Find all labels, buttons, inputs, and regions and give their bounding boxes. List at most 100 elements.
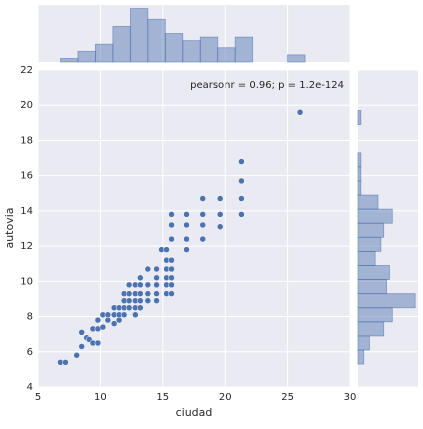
- x-tick-label: 5: [35, 392, 41, 403]
- point: [137, 297, 144, 304]
- point: [168, 274, 175, 282]
- histogram-bar: [357, 208, 393, 224]
- histogram-bar: [77, 50, 96, 63]
- histogram-bar: [129, 8, 149, 63]
- point: [144, 281, 152, 289]
- histogram-bar: [357, 335, 370, 351]
- point: [168, 256, 175, 264]
- point: [216, 195, 224, 202]
- x-tick-label: 25: [281, 392, 294, 403]
- point: [78, 329, 85, 336]
- histogram-bar: [357, 236, 382, 252]
- point: [153, 274, 160, 282]
- point: [125, 304, 133, 311]
- histogram-bar: [357, 293, 416, 309]
- histogram-bar: [287, 54, 306, 63]
- point: [110, 320, 118, 327]
- point: [168, 290, 175, 297]
- plot-bg: [38, 70, 350, 387]
- histogram-bar: [357, 279, 387, 295]
- x-tick-label: 30: [344, 392, 357, 403]
- histogram-bar: [199, 36, 219, 63]
- point: [216, 211, 224, 218]
- point: [153, 281, 160, 289]
- top-marginal-bg: [38, 5, 350, 62]
- point: [144, 297, 152, 304]
- point: [144, 290, 152, 297]
- point: [144, 265, 152, 273]
- point: [183, 211, 190, 218]
- histogram-bar: [164, 33, 184, 63]
- point: [94, 339, 102, 347]
- histogram-bar: [357, 152, 362, 168]
- histogram-bar: [357, 222, 385, 238]
- y-tick-label: 10: [20, 276, 33, 287]
- point: [199, 235, 206, 243]
- y-tick-label: 12: [20, 241, 33, 252]
- histogram-bar: [357, 194, 379, 210]
- y-tick-label: 4: [27, 382, 33, 393]
- point: [163, 246, 170, 253]
- y-tick-label: 8: [27, 312, 33, 323]
- point: [78, 343, 85, 350]
- point: [238, 211, 245, 218]
- annotation: pearsonr = 0.96; p = 1.2e-124: [190, 80, 344, 91]
- histogram-bar: [234, 36, 254, 63]
- y-tick-label: 16: [20, 171, 33, 182]
- y-tick-label: 18: [20, 135, 33, 146]
- x-tick-label: 10: [94, 392, 107, 403]
- point: [238, 195, 245, 202]
- point: [104, 311, 112, 319]
- x-tick-label: 15: [156, 392, 169, 403]
- point: [238, 158, 245, 165]
- point: [183, 221, 190, 229]
- point: [137, 274, 144, 282]
- point: [216, 223, 224, 230]
- histogram-bar: [217, 47, 236, 63]
- histogram-bar: [357, 349, 365, 365]
- point: [137, 304, 144, 311]
- point: [125, 281, 133, 289]
- point: [132, 311, 139, 319]
- point: [183, 246, 190, 253]
- histogram-bar: [112, 25, 131, 63]
- point: [153, 265, 160, 273]
- histogram-bar: [357, 250, 376, 266]
- y-tick-label: 6: [27, 347, 33, 358]
- y-tick-label: 14: [20, 206, 33, 217]
- point: [94, 316, 102, 324]
- point: [168, 265, 175, 273]
- point: [62, 359, 69, 366]
- histogram-bar: [147, 18, 166, 63]
- point: [168, 235, 175, 243]
- y-axis-label: autovia: [3, 207, 16, 248]
- x-axis-label: ciudad: [176, 406, 213, 419]
- histogram-bar: [357, 321, 385, 337]
- point: [153, 297, 160, 304]
- point: [199, 211, 206, 218]
- histogram-bar: [357, 166, 362, 182]
- histogram-bar: [357, 265, 390, 280]
- histogram-bar: [60, 58, 79, 63]
- point: [238, 177, 245, 185]
- point: [168, 281, 175, 289]
- point: [199, 195, 206, 202]
- right-marginal-bg: [358, 70, 418, 387]
- point: [99, 323, 107, 331]
- y-tick-label: 22: [20, 65, 33, 76]
- point: [296, 109, 304, 116]
- histogram-bar: [357, 110, 362, 125]
- histogram-bar: [182, 40, 201, 63]
- histogram-bar: [357, 307, 393, 323]
- point: [73, 352, 80, 359]
- point: [183, 235, 190, 243]
- point: [125, 290, 133, 297]
- histogram-bar: [95, 43, 114, 63]
- y-tick-label: 20: [20, 100, 33, 111]
- point: [153, 290, 160, 297]
- point: [168, 221, 175, 229]
- point: [120, 311, 128, 319]
- point: [168, 211, 175, 218]
- histogram-bar: [357, 180, 362, 196]
